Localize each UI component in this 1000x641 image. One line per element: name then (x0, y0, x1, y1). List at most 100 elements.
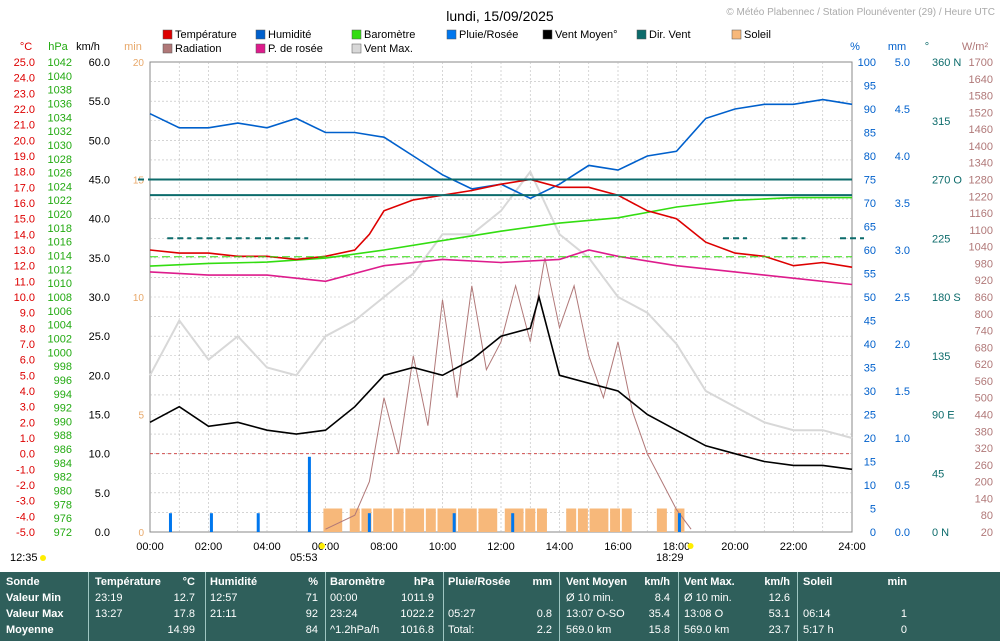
rain-bar (677, 513, 681, 532)
sun-bar (393, 508, 404, 532)
direction-tick-label: 180 S (932, 292, 961, 304)
radiation-tick-label: 1400 (969, 141, 993, 153)
legend-swatch (255, 29, 266, 40)
table-cell: Vent Max. (684, 576, 735, 588)
table-separator (559, 572, 560, 641)
sun-bar (381, 508, 392, 532)
table-cell: Pluie/Rosée (448, 576, 511, 588)
wind-tick-label: 30.0 (89, 292, 110, 304)
radiation-tick-label: 1040 (969, 242, 993, 254)
table-cell: 0.8 (536, 608, 552, 620)
table-cell: 13:27 (95, 608, 123, 620)
temp-tick-label: -4.0 (16, 511, 35, 523)
pressure-tick-label: 1036 (48, 98, 72, 110)
rain-tick-label: 2.5 (895, 292, 910, 304)
pressure-tick-label: 1006 (48, 306, 72, 318)
moonrise-marker (40, 555, 46, 561)
temp-tick-label: 15.0 (14, 214, 35, 226)
direction-tick-label: 360 N (932, 57, 961, 69)
table-cell: 92 (305, 608, 318, 620)
weather-chart: lundi, 15/09/2025 © Météo Plabennec / St… (10, 7, 995, 564)
table-cell: 05:27 (448, 608, 476, 620)
pressure-tick-label: 988 (54, 430, 72, 442)
time-tick-label: 24:00 (838, 541, 866, 553)
axis-unit-label: W/m² (962, 41, 989, 53)
time-tick-label: 00:00 (136, 541, 164, 553)
legend-label: Baromètre (364, 29, 415, 41)
humidity-tick-label: 0 (870, 527, 876, 539)
pressure-tick-label: 1040 (48, 71, 72, 83)
temp-tick-label: 12.0 (14, 261, 35, 273)
time-markers: 12:35 05:53 18:29 (10, 543, 694, 564)
table-cell: 23:19 (95, 592, 123, 604)
pressure-tick-label: 1022 (48, 195, 72, 207)
sun-tick-label: 0 (138, 528, 144, 539)
temp-tick-label: 0.0 (20, 449, 35, 461)
pressure-tick-label: 1002 (48, 333, 72, 345)
sunrise-marker (318, 543, 325, 549)
humidity-tick-label: 70 (864, 198, 876, 210)
humidity-tick-label: 40 (864, 339, 876, 351)
table-cell: 2.2 (536, 624, 552, 636)
sun-bar (437, 508, 448, 532)
sun-tick-label: 5 (138, 411, 144, 422)
rain-tick-label: 1.5 (895, 386, 910, 398)
temp-tick-label: 10.0 (14, 292, 35, 304)
pressure-tick-label: 1012 (48, 264, 72, 276)
temp-tick-label: 14.0 (14, 229, 35, 241)
table-cell: 569.0 km (684, 624, 730, 636)
axis-unit-label: hPa (48, 41, 68, 53)
wind-tick-label: 50.0 (89, 135, 110, 147)
temp-tick-label: -5.0 (16, 527, 35, 539)
summary-table: Sonde Température °C Humidité% Baromètre hPa P… (0, 572, 1000, 641)
temp-tick-label: 18.0 (14, 167, 35, 179)
table-cell: 5:17 h (803, 624, 834, 636)
radiation-tick-label: 200 (975, 477, 993, 489)
legend-swatch (351, 43, 362, 54)
sun-bar (598, 508, 609, 532)
table-cell: 569.0 km (566, 624, 612, 636)
table-cell: 06:14 (803, 608, 831, 620)
table-cell: 17.8 (173, 608, 195, 620)
temp-tick-label: -3.0 (16, 496, 35, 508)
sun-bar (487, 508, 498, 532)
sun-bar (577, 508, 588, 532)
table-separator (443, 572, 444, 641)
table-cell: 1011.9 (401, 592, 434, 604)
legend-swatch (636, 29, 647, 40)
pressure-tick-label: 986 (54, 444, 72, 456)
radiation-tick-label: 680 (975, 342, 993, 354)
table-cell: 84 (305, 624, 318, 636)
table-cell: Ø 10 min. (684, 592, 732, 604)
temp-tick-label: -1.0 (16, 464, 35, 476)
pressure-tick-label: 998 (54, 361, 72, 373)
temp-tick-label: 3.0 (20, 402, 35, 414)
table-cell: 12.7 (173, 592, 195, 604)
radiation-tick-label: 800 (975, 309, 993, 321)
sun-bar (621, 508, 632, 532)
radiation-tick-label: 380 (975, 426, 993, 438)
rain-bar (307, 456, 311, 532)
legend-label: Radiation (175, 43, 221, 55)
pressure-tick-label: 980 (54, 486, 72, 498)
sunset-time-label: 18:29 (656, 552, 684, 564)
sun-bar (478, 508, 489, 532)
table-cell: 15.8 (648, 624, 670, 636)
sun-bar (332, 508, 343, 532)
temp-tick-label: 23.0 (14, 88, 35, 100)
time-tick-label: 04:00 (253, 541, 281, 553)
time-tick-label: 10:00 (429, 541, 457, 553)
radiation-tick-label: 440 (975, 410, 993, 422)
temp-tick-label: 25.0 (14, 57, 35, 69)
humidity-tick-label: 100 (858, 57, 876, 69)
sun-bar (349, 508, 360, 532)
table-cell: min (887, 576, 907, 588)
dewpoint-line (149, 249, 853, 286)
time-tick-label: 14:00 (546, 541, 574, 553)
temp-tick-label: 9.0 (20, 308, 35, 320)
table-cell: 53.1 (768, 608, 790, 620)
pressure-tick-label: 1010 (48, 278, 72, 290)
rain-tick-label: 1.0 (895, 433, 910, 445)
radiation-tick-label: 500 (975, 393, 993, 405)
axis-unit-label: °C (20, 41, 32, 53)
